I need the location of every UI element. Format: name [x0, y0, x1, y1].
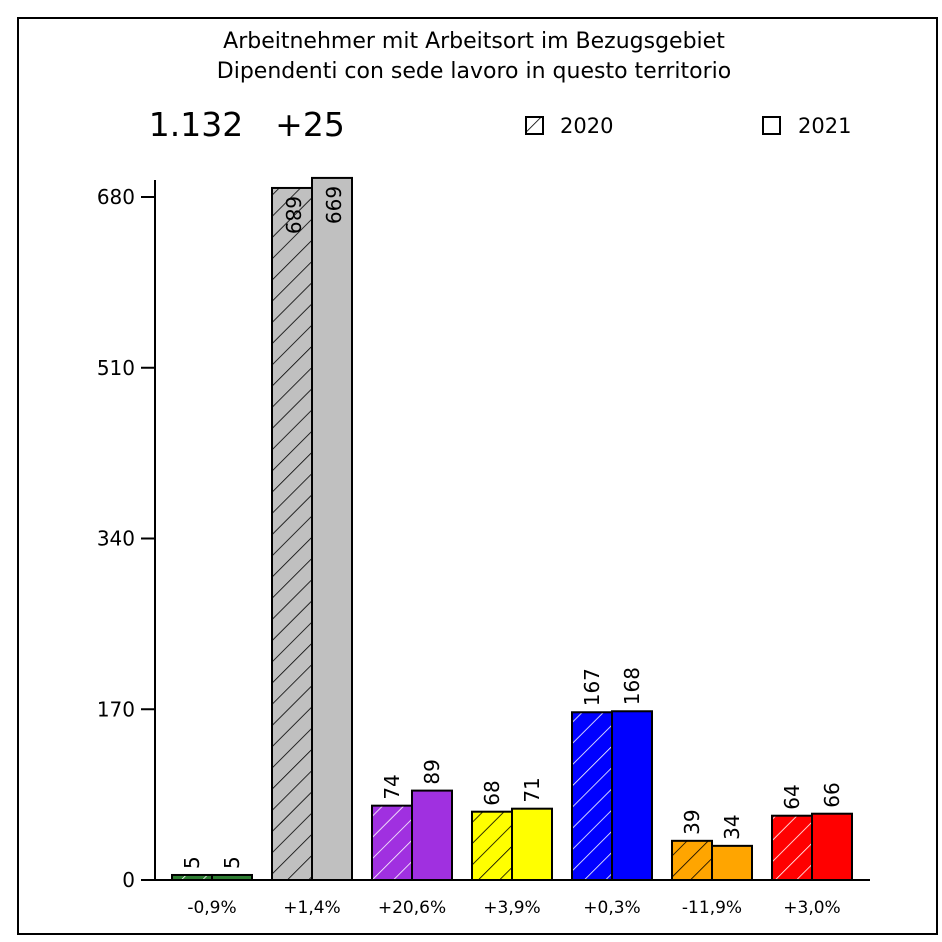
- y-tick-label: 510: [97, 356, 135, 380]
- change-label: -0,9%: [187, 898, 236, 918]
- value-label-2021: 71: [520, 777, 544, 802]
- bar-2021: [211, 873, 253, 882]
- y-tick-label: 340: [97, 527, 135, 551]
- total-change: +25: [275, 105, 345, 144]
- change-label: -11,9%: [682, 898, 742, 918]
- bar-2020: [371, 804, 413, 881]
- legend-swatch-2020: [525, 116, 544, 135]
- legend-label-2021: 2021: [798, 114, 851, 138]
- bar-2021: [611, 710, 653, 882]
- value-labels: 5 5 -0,9% 689 699 +1,4% 74 89 +20,6% 68 71 +3,9% 167…: [180, 186, 844, 918]
- bar-2020: [571, 711, 613, 882]
- bar-2020: [771, 814, 813, 882]
- legend-label-2020: 2020: [560, 114, 613, 138]
- total-value: 1.132: [149, 105, 243, 144]
- value-label-2021: 5: [220, 856, 244, 869]
- bars: [171, 176, 853, 882]
- chart-subtitle: Dipendenti con sede lavoro in questo ter…: [217, 59, 731, 84]
- value-label-2021: 699: [321, 186, 345, 224]
- y-tick-label: 0: [122, 868, 135, 892]
- value-label-2020: 5: [180, 856, 204, 869]
- value-label-2021: 89: [420, 759, 444, 784]
- bar-2020: [271, 186, 313, 882]
- bar-2020: [471, 810, 513, 882]
- value-label-2020: 167: [580, 668, 604, 706]
- value-label-2020: 68: [480, 780, 504, 805]
- value-label-2020: 64: [780, 784, 804, 809]
- y-tick-label: 680: [97, 185, 135, 209]
- bar-2021: [811, 812, 853, 881]
- value-label-2021: 66: [820, 782, 844, 807]
- legend: 2020 2021: [525, 114, 851, 138]
- value-label-2020: 689: [281, 196, 305, 234]
- legend-swatch-2021: [762, 116, 781, 135]
- value-label-2020: 39: [680, 809, 704, 834]
- bar-2020: [671, 839, 713, 881]
- y-tick-label: 170: [97, 697, 135, 721]
- change-label: +0,3%: [583, 898, 640, 918]
- value-label-2020: 74: [380, 774, 404, 799]
- change-label: +1,4%: [283, 898, 340, 918]
- bar-2021: [311, 176, 353, 881]
- value-label-2021: 168: [620, 667, 644, 705]
- change-label: +3,9%: [483, 898, 540, 918]
- chart-frame: [17, 17, 938, 935]
- bar-2020: [171, 873, 213, 882]
- bar-2021: [411, 789, 453, 882]
- bar-2021: [711, 844, 753, 881]
- change-label: +3,0%: [783, 898, 840, 918]
- bar-2021: [511, 807, 553, 881]
- chart-title: Arbeitnehmer mit Arbeitsort im Bezugsgeb…: [223, 29, 725, 54]
- value-label-2021: 34: [720, 814, 744, 839]
- change-label: +20,6%: [378, 898, 446, 918]
